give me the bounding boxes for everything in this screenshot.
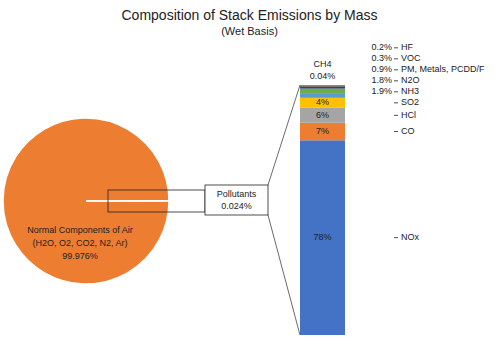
svg-text:6%: 6% [316,110,329,120]
html-text:Composition of Stack Emissions: Composition of Stack Emissions by Mass [121,7,378,23]
svg-text:CH4: CH4 [313,59,331,69]
svg-text:1.8%: 1.8% [371,75,392,85]
svg-text:0.3%: 0.3% [371,53,392,63]
svg-text:Pollutants: Pollutants [217,189,257,199]
svg-text:CO: CO [401,126,415,136]
svg-text:0.9%: 0.9% [371,64,392,74]
html-text:(Wet Basis): (Wet Basis) [221,25,278,37]
svg-text:0.024%: 0.024% [221,201,252,211]
svg-text:Normal Components of Air(H2O,: Normal Components of Air(H2O, O2, CO2, N… [27,225,133,261]
svg-text:0.04%: 0.04% [310,71,336,81]
svg-text:VOC: VOC [401,53,421,63]
svg-text:HCl: HCl [401,110,416,120]
svg-text:1.9%: 1.9% [371,86,392,96]
svg-text:4%: 4% [316,97,329,107]
svg-text:HF: HF [401,42,413,52]
svg-text:NOx: NOx [401,232,420,242]
svg-text:N2O: N2O [401,75,420,85]
svg-text:0.2%: 0.2% [371,42,392,52]
svg-text:78%: 78% [313,232,331,242]
svg-text:7%: 7% [316,126,329,136]
svg-text:NH3: NH3 [401,86,419,96]
svg-text:PM, Metals, PCDD/F: PM, Metals, PCDD/F [401,64,485,74]
svg-text:SO2: SO2 [401,97,419,107]
